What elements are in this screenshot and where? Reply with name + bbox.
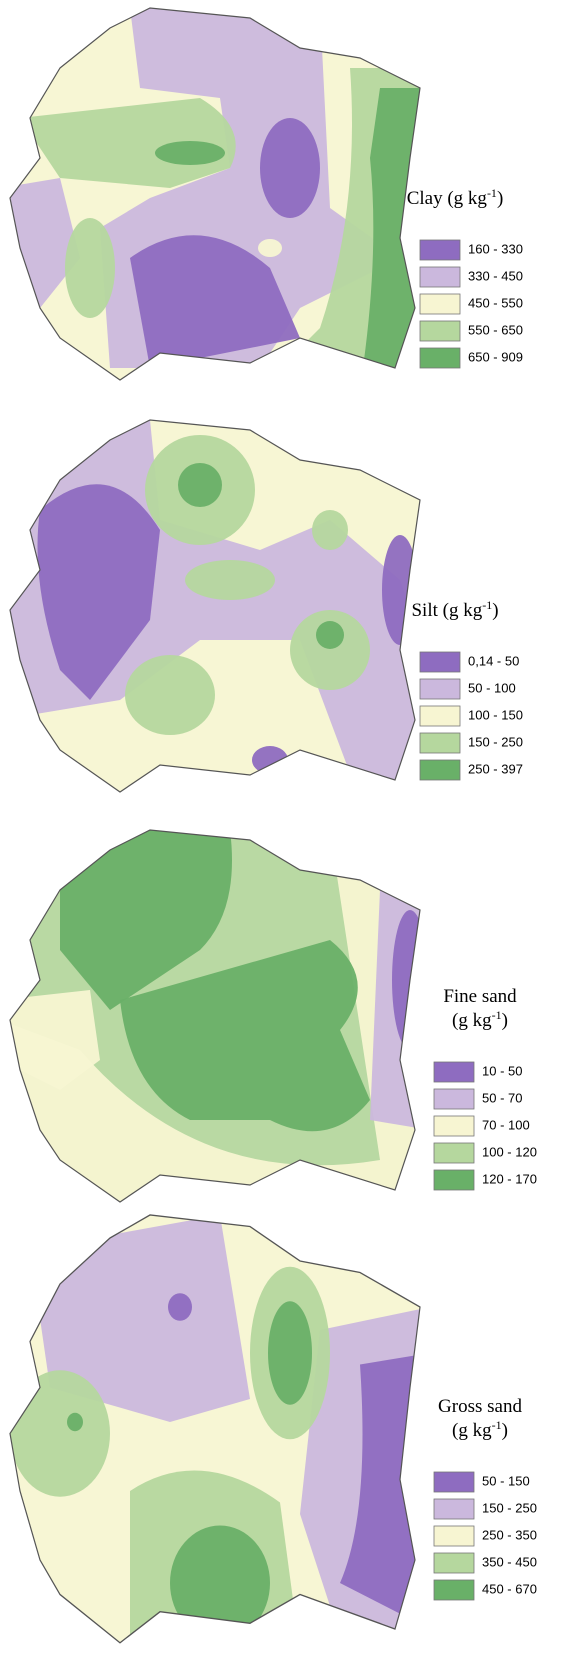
- legend-swatch: [419, 651, 461, 673]
- legend-swatch: [419, 732, 461, 754]
- legend-swatch: [419, 678, 461, 700]
- legend-swatch: [433, 1498, 475, 1520]
- title-text: Gross sand: [438, 1396, 522, 1417]
- legend-swatch: [419, 759, 461, 781]
- fine-sand-map: [9, 829, 421, 1203]
- legend-label: 100 - 150: [468, 707, 523, 722]
- legend-swatch: [419, 320, 461, 342]
- legend-swatch: [433, 1061, 475, 1083]
- clay-map: [9, 7, 421, 381]
- title-text: Silt (g kg: [411, 600, 482, 621]
- legend-label: 150 - 250: [468, 734, 523, 749]
- title-close: ): [502, 1010, 508, 1031]
- legend-swatch: [433, 1088, 475, 1110]
- legend-label: 160 - 330: [468, 241, 523, 256]
- legend-swatch: [433, 1115, 475, 1137]
- title-sup: -1: [492, 1418, 502, 1432]
- legend-label: 0,14 - 50: [468, 653, 519, 668]
- legend-title: (g kg-1): [452, 1418, 508, 1441]
- legend-label: 50 - 150: [482, 1473, 530, 1488]
- title-text: (g kg: [452, 1420, 492, 1441]
- legend-swatch: [433, 1142, 475, 1164]
- title-text: (g kg: [452, 1010, 492, 1031]
- legend-swatch: [433, 1525, 475, 1547]
- legend-label: 650 - 909: [468, 349, 523, 364]
- legend-swatch: [419, 705, 461, 727]
- gross-sand-map: [9, 1214, 421, 1644]
- legend-label: 50 - 100: [468, 680, 516, 695]
- legend-label: 350 - 450: [482, 1554, 537, 1569]
- legend-title: (g kg-1): [452, 1008, 508, 1031]
- title-close: ): [497, 188, 503, 209]
- title-close: ): [492, 600, 498, 621]
- legend-label: 450 - 550: [468, 295, 523, 310]
- legend-swatch: [433, 1579, 475, 1601]
- legend-swatch: [419, 293, 461, 315]
- legend-label: 150 - 250: [482, 1500, 537, 1515]
- legend-title: Fine sand: [443, 986, 517, 1007]
- title-sup: -1: [487, 186, 497, 200]
- legend-label: 70 - 100: [482, 1117, 530, 1132]
- legend-swatch: [433, 1552, 475, 1574]
- title-text: Fine sand: [443, 986, 517, 1007]
- legend-label: 100 - 120: [482, 1144, 537, 1159]
- legend-swatch: [419, 347, 461, 369]
- legend-swatch: [419, 266, 461, 288]
- legend-title: Gross sand: [438, 1396, 522, 1417]
- legend-label: 450 - 670: [482, 1581, 537, 1596]
- legend-swatch: [419, 239, 461, 261]
- legend-label: 550 - 650: [468, 322, 523, 337]
- title-close: ): [502, 1420, 508, 1441]
- silt-map: [9, 419, 421, 793]
- legend-title: Clay (g kg-1): [407, 186, 504, 209]
- legend-label: 250 - 350: [482, 1527, 537, 1542]
- legend-swatch: [433, 1169, 475, 1191]
- legend-label: 120 - 170: [482, 1171, 537, 1186]
- legend-label: 250 - 397: [468, 761, 523, 776]
- title-sup: -1: [492, 1008, 502, 1022]
- legend-label: 10 - 50: [482, 1063, 522, 1078]
- legend-label: 50 - 70: [482, 1090, 522, 1105]
- legend-title: Silt (g kg-1): [411, 598, 498, 621]
- title-text: Clay (g kg: [407, 188, 488, 209]
- title-sup: -1: [482, 598, 492, 612]
- legend-label: 330 - 450: [468, 268, 523, 283]
- legend-swatch: [433, 1471, 475, 1493]
